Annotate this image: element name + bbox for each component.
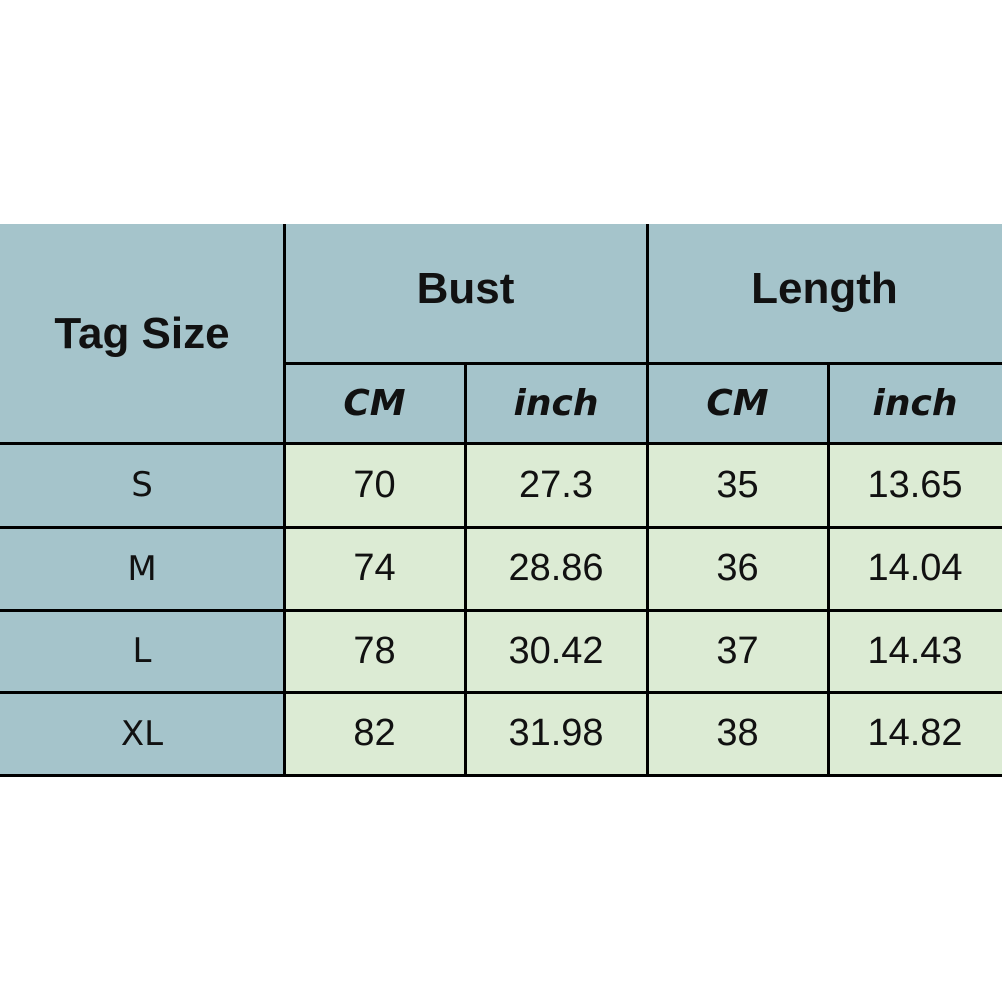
cell-length-cm: 36 <box>647 527 828 610</box>
header-bust-cm: CM <box>284 363 465 443</box>
cell-size: L <box>0 610 284 692</box>
table-border <box>646 224 649 777</box>
cell-bust-cm: 70 <box>284 443 465 527</box>
cell-length-inch: 14.43 <box>828 610 1002 692</box>
cell-length-inch: 14.82 <box>828 692 1002 775</box>
cell-bust-cm: 74 <box>284 527 465 610</box>
table-border <box>283 224 286 777</box>
cell-length-inch: 14.04 <box>828 527 1002 610</box>
cell-bust-inch: 31.98 <box>465 692 647 775</box>
header-length-cm: CM <box>647 363 828 443</box>
table-border <box>0 691 1002 694</box>
header-bust: Bust <box>284 224 647 363</box>
header-length-inch: inch <box>828 363 1002 443</box>
cell-length-cm: 37 <box>647 610 828 692</box>
header-length: Length <box>647 224 1002 363</box>
cell-bust-inch: 30.42 <box>465 610 647 692</box>
table-border <box>0 609 1002 612</box>
header-tag-size: Tag Size <box>0 224 284 443</box>
table-border <box>0 774 1002 777</box>
cell-size: XL <box>0 692 284 775</box>
table-border <box>284 362 1002 365</box>
cell-bust-inch: 28.86 <box>465 527 647 610</box>
cell-bust-inch: 27.3 <box>465 443 647 527</box>
cell-length-inch: 13.65 <box>828 443 1002 527</box>
table-border <box>827 363 830 777</box>
cell-size: M <box>0 527 284 610</box>
table-border <box>0 442 1002 445</box>
cell-size: S <box>0 443 284 527</box>
table-border <box>0 526 1002 529</box>
cell-length-cm: 38 <box>647 692 828 775</box>
cell-bust-cm: 78 <box>284 610 465 692</box>
cell-bust-cm: 82 <box>284 692 465 775</box>
table-border <box>464 363 467 777</box>
cell-length-cm: 35 <box>647 443 828 527</box>
header-bust-inch: inch <box>465 363 647 443</box>
